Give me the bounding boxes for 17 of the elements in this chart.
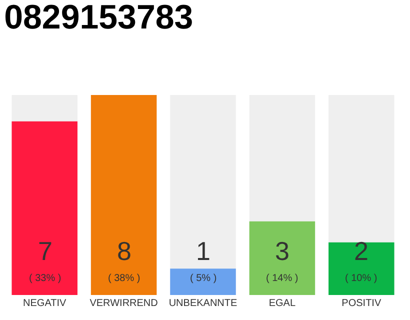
data-label: ( 5% ) bbox=[190, 273, 217, 284]
x-tick-label: POSITIV bbox=[342, 298, 382, 309]
x-tick-label: EGAL bbox=[268, 298, 296, 309]
data-label: ( 38% ) bbox=[108, 273, 140, 284]
x-tick-label: UNBEKANNTE bbox=[168, 298, 238, 309]
data-label: ( 33% ) bbox=[29, 273, 62, 284]
data-label: ( 14% ) bbox=[266, 273, 298, 284]
chart-title: 0829153783 bbox=[4, 0, 194, 37]
annotation: 8 bbox=[117, 236, 132, 266]
bar bbox=[170, 268, 236, 295]
x-tick-label: NEGATIV bbox=[23, 298, 67, 309]
x-tick-label: VERWIRREND bbox=[90, 298, 158, 309]
annotation: 3 bbox=[275, 236, 290, 266]
annotation: 2 bbox=[354, 236, 368, 266]
data-label: ( 10% ) bbox=[345, 273, 378, 284]
annotation: 1 bbox=[196, 236, 210, 266]
annotation: 7 bbox=[38, 236, 52, 266]
